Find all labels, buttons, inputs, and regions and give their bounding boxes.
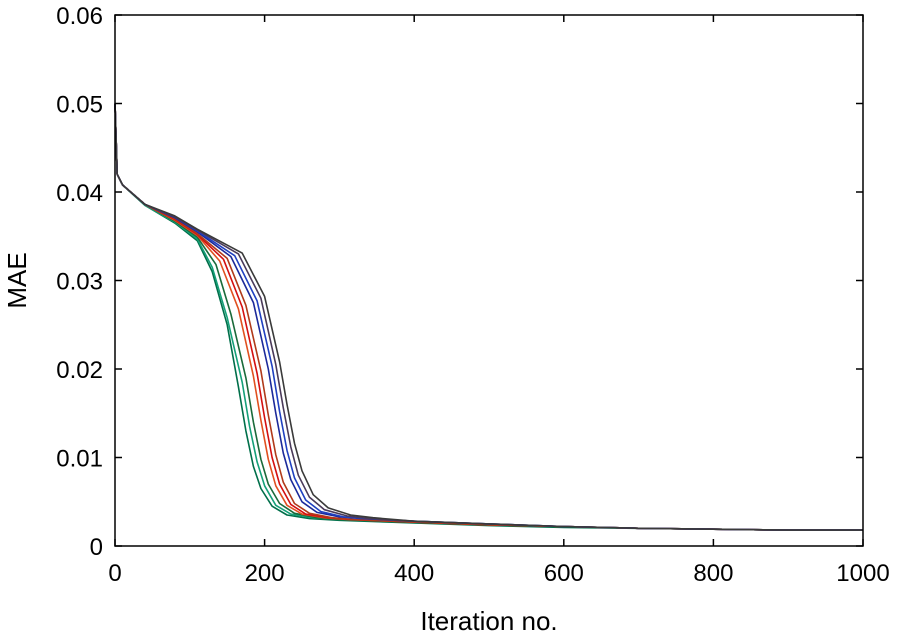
series-line-10 xyxy=(114,103,863,531)
x-tick-label: 0 xyxy=(108,560,121,587)
tick-layer: 0 200 400 600 800 1000 0 0.01 0.02 0.03 0.04 0.05 0.… xyxy=(56,3,889,587)
x-axis-label: Iteration no. xyxy=(420,606,557,636)
x-tick-label: 800 xyxy=(693,560,733,587)
y-tick-label: 0.01 xyxy=(56,446,103,473)
x-tick-label: 1000 xyxy=(836,560,889,587)
y-tick-label: 0.04 xyxy=(56,180,103,207)
series-line-2 xyxy=(114,103,863,531)
x-tick-label: 200 xyxy=(245,560,285,587)
x-tick-label: 400 xyxy=(394,560,434,587)
series-layer xyxy=(114,103,863,531)
x-tick-label: 600 xyxy=(544,560,584,587)
y-tick-label: 0.06 xyxy=(56,3,103,30)
y-tick-label: 0.05 xyxy=(56,92,103,119)
y-tick-label: 0.03 xyxy=(56,269,103,296)
y-tick-label: 0 xyxy=(90,534,103,561)
y-tick-label: 0.02 xyxy=(56,357,103,384)
y-axis-label: MAE xyxy=(2,252,32,308)
